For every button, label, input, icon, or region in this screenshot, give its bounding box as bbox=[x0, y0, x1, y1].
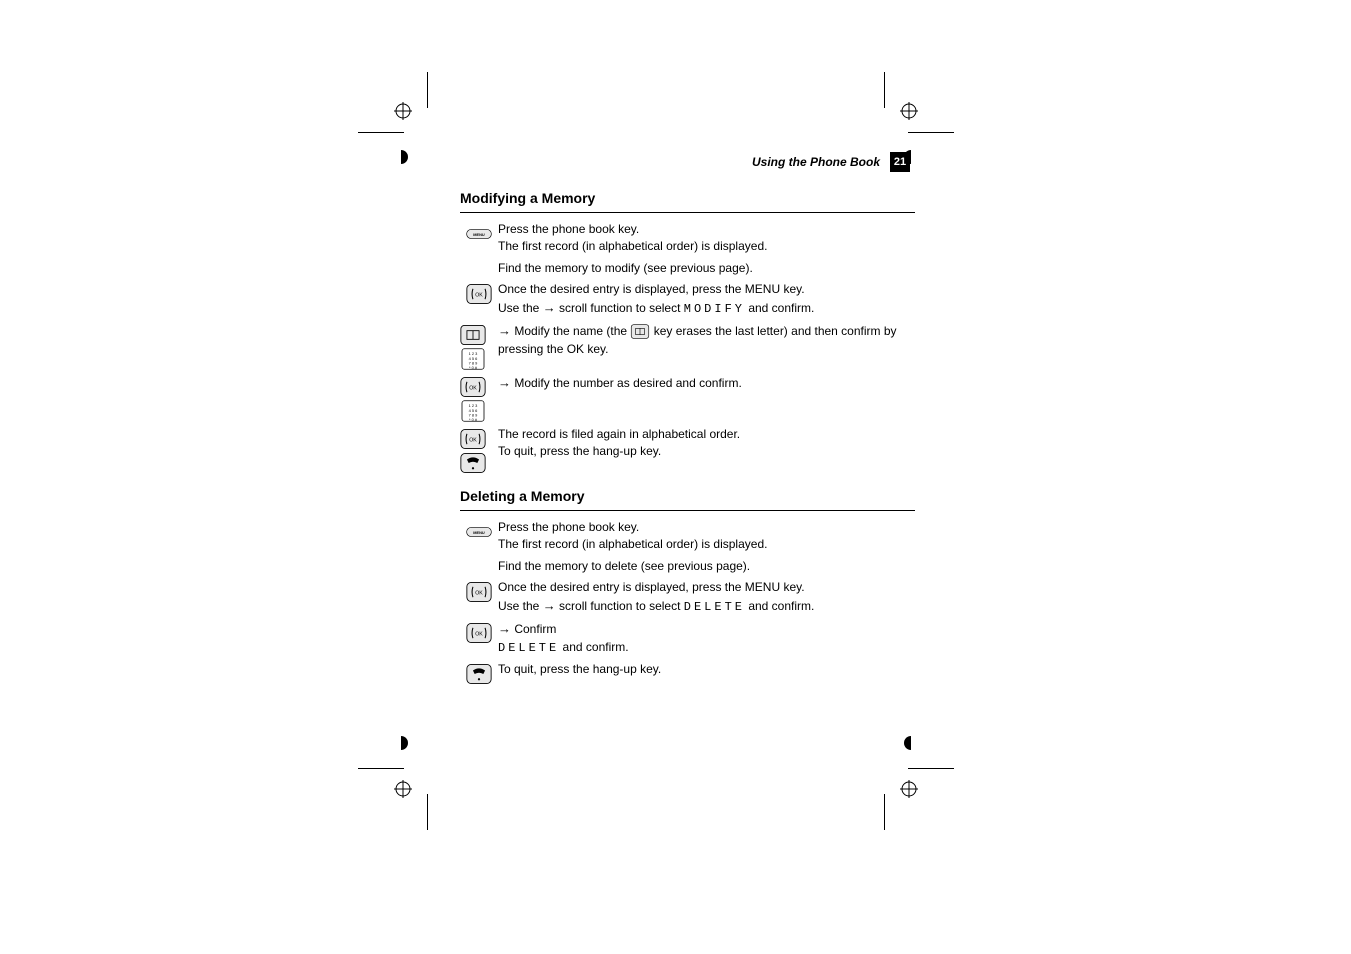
step-text: Find the memory to modify (see previous … bbox=[498, 260, 915, 277]
arrow-icon: → bbox=[543, 300, 556, 315]
step-row: MENU Press the phone book key. The first… bbox=[460, 221, 915, 256]
section-title-delete: Deleting a Memory bbox=[460, 488, 915, 504]
section-rule bbox=[460, 510, 915, 511]
hangup-key-icon bbox=[466, 663, 492, 685]
step-row: Find the memory to modify (see previous … bbox=[460, 260, 915, 277]
ok-key-icon: OK bbox=[460, 428, 486, 450]
display-text: MODIFY bbox=[684, 302, 745, 316]
step-row: 1 2 34 5 67 8 9* 0 # → Modify the name (… bbox=[460, 322, 915, 370]
step-text: Press the phone book key. The first reco… bbox=[498, 519, 915, 554]
crop-mark bbox=[884, 794, 885, 830]
section-title-modify: Modifying a Memory bbox=[460, 190, 915, 206]
crop-mark bbox=[358, 132, 404, 133]
arrow-icon: → bbox=[498, 375, 511, 390]
svg-text:OK: OK bbox=[475, 632, 483, 638]
keypad-icon: 1 2 34 5 67 8 9* 0 # bbox=[460, 348, 486, 370]
step-row: OK The record is filed again in alphabet… bbox=[460, 426, 915, 474]
step-row: To quit, press the hang-up key. bbox=[460, 661, 915, 685]
page-content: Modifying a Memory MENU Press the phone … bbox=[460, 190, 915, 689]
step-row: Find the memory to delete (see previous … bbox=[460, 558, 915, 575]
step-row: MENU Press the phone book key. The first… bbox=[460, 519, 915, 554]
registration-mark-icon bbox=[900, 102, 918, 120]
registration-mark-icon bbox=[394, 102, 412, 120]
step-row: OK → Confirm DELETE and confirm. bbox=[460, 620, 915, 657]
step-text: Once the desired entry is displayed, pre… bbox=[498, 281, 915, 318]
page-number-badge: 21 bbox=[890, 152, 910, 172]
svg-text:* 0 #: * 0 # bbox=[469, 365, 478, 370]
ok-key-icon: OK bbox=[460, 376, 486, 398]
svg-text:MENU: MENU bbox=[473, 530, 485, 535]
crop-mark bbox=[358, 768, 404, 769]
ok-key-icon: OK bbox=[466, 283, 492, 305]
display-text: DELETE bbox=[498, 641, 559, 655]
svg-text:OK: OK bbox=[475, 591, 483, 597]
step-row: OK Once the desired entry is displayed, … bbox=[460, 281, 915, 318]
book-key-icon bbox=[460, 324, 486, 346]
crop-mark bbox=[427, 72, 428, 108]
crop-mark bbox=[427, 794, 428, 830]
svg-text:OK: OK bbox=[469, 438, 477, 444]
keypad-icon: 1 2 34 5 67 8 9* 0 # bbox=[460, 400, 486, 422]
book-key-icon-inline bbox=[630, 324, 650, 339]
display-text: DELETE bbox=[684, 600, 745, 614]
svg-text:OK: OK bbox=[475, 293, 483, 299]
svg-text:* 0 #: * 0 # bbox=[469, 417, 478, 422]
step-text: → Modify the name (the key erases the la… bbox=[498, 322, 915, 358]
step-row: OK Once the desired entry is displayed, … bbox=[460, 579, 915, 616]
step-text: → Confirm DELETE and confirm. bbox=[498, 620, 915, 657]
section-rule bbox=[460, 212, 915, 213]
running-head: Using the Phone Book bbox=[390, 155, 880, 169]
registration-mark-icon bbox=[394, 780, 412, 798]
crop-mark bbox=[908, 132, 954, 133]
hangup-key-icon bbox=[460, 452, 486, 474]
svg-text:OK: OK bbox=[469, 386, 477, 392]
svg-text:MENU: MENU bbox=[473, 232, 485, 237]
registration-mark-icon bbox=[900, 780, 918, 798]
arrow-icon: → bbox=[498, 323, 511, 338]
step-text: The record is filed again in alphabetica… bbox=[498, 426, 915, 461]
arrow-icon: → bbox=[498, 621, 511, 636]
crop-mark bbox=[884, 72, 885, 108]
step-text: → Modify the number as desired and confi… bbox=[498, 374, 915, 393]
menu-key-icon: MENU bbox=[466, 521, 492, 543]
step-text: Press the phone book key. The first reco… bbox=[498, 221, 915, 256]
step-text: Find the memory to delete (see previous … bbox=[498, 558, 915, 575]
half-circle-icon bbox=[904, 736, 918, 750]
crop-mark bbox=[908, 768, 954, 769]
arrow-icon: → bbox=[543, 598, 556, 613]
menu-key-icon: MENU bbox=[466, 223, 492, 245]
step-row: OK 1 2 34 5 67 8 9* 0 # → Modify the num… bbox=[460, 374, 915, 422]
step-text: To quit, press the hang-up key. bbox=[498, 661, 915, 678]
ok-key-icon: OK bbox=[466, 581, 492, 603]
half-circle-icon bbox=[394, 736, 408, 750]
step-text: Once the desired entry is displayed, pre… bbox=[498, 579, 915, 616]
ok-key-icon: OK bbox=[466, 622, 492, 644]
